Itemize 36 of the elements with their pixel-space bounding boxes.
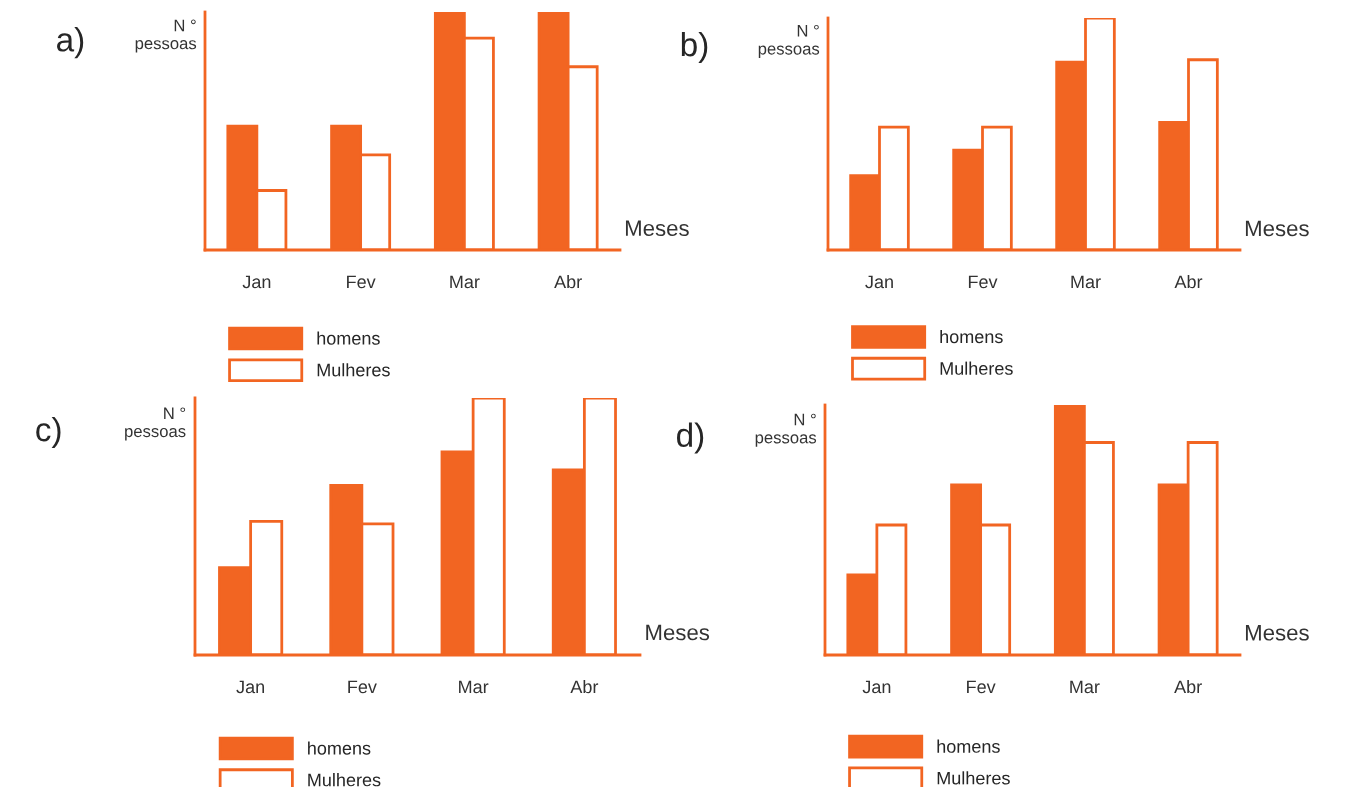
- x-tick-label: Fev: [347, 275, 376, 289]
- x-tick-label: Jan: [236, 680, 265, 694]
- legend-label: homens: [317, 331, 380, 345]
- x-axis-title: Meses: [625, 220, 689, 237]
- y-axis-title: N ° pessoas: [758, 24, 820, 58]
- x-tick-label: Mar: [1070, 680, 1100, 694]
- x-tick-label: Abr: [554, 275, 582, 289]
- legend-label: Mulheres: [317, 363, 390, 377]
- chart-title: a): [57, 27, 84, 59]
- legend-label: Mulheres: [308, 773, 381, 787]
- x-tick-label: Abr: [1174, 275, 1203, 289]
- x-tick-label: Jan: [242, 275, 271, 289]
- y-axis-title: N ° pessoas: [135, 19, 197, 53]
- legend-label: homens: [308, 741, 371, 755]
- x-axis-title: Meses: [646, 624, 710, 641]
- x-tick-label: Mar: [459, 680, 489, 694]
- legend-label: homens: [940, 329, 1003, 344]
- x-tick-label: Mar: [450, 275, 480, 289]
- legend-label: Mulheres: [940, 361, 1013, 375]
- chart-title: b): [681, 31, 708, 63]
- text: c): [36, 416, 61, 448]
- y-axis-title: N ° pessoas: [755, 413, 817, 447]
- x-axis-title: Meses: [1245, 625, 1309, 641]
- chart-title: d): [677, 422, 704, 454]
- x-tick-label: Abr: [570, 680, 599, 694]
- x-tick-label: Fev: [968, 275, 998, 289]
- x-tick-label: Abr: [1174, 680, 1202, 694]
- legend-label: Mulheres: [937, 771, 1010, 785]
- x-axis-title: Meses: [1245, 220, 1309, 237]
- x-tick-label: Fev: [348, 680, 377, 694]
- x-tick-label: Jan: [865, 275, 893, 289]
- x-tick-label: Fev: [967, 680, 996, 694]
- y-axis-title: N ° pessoas: [125, 407, 186, 441]
- x-tick-label: Mar: [1071, 275, 1101, 289]
- legend-label: homens: [937, 739, 1000, 753]
- x-tick-label: Jan: [862, 680, 891, 694]
